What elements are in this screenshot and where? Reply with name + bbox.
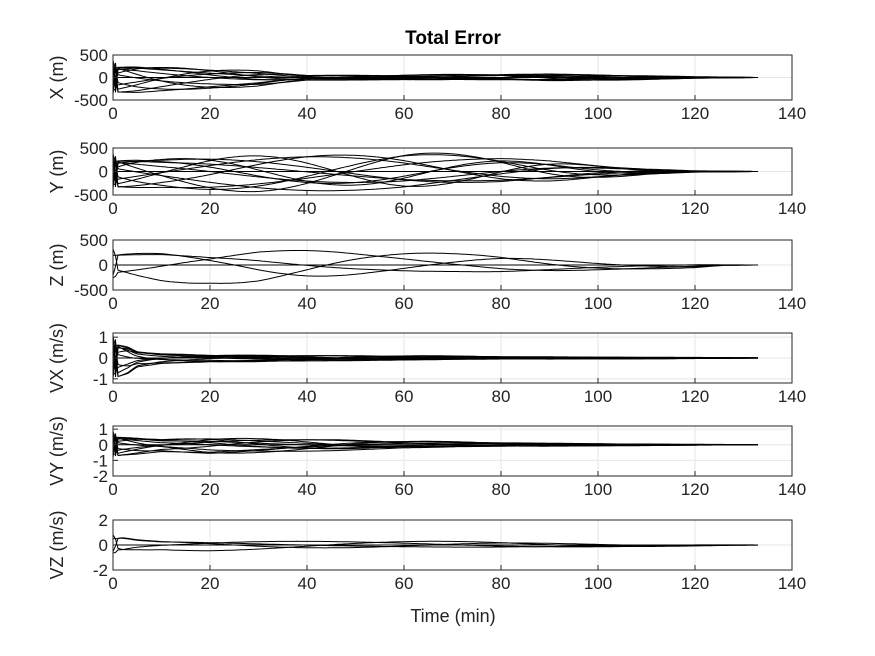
x-tick-label: 140 — [778, 387, 806, 406]
x-tick-label: 40 — [298, 480, 317, 499]
y-tick-label: -500 — [74, 186, 108, 205]
x-tick-label: 40 — [298, 104, 317, 123]
x-tick-label: 0 — [108, 294, 117, 313]
x-axis-label: Time (min) — [410, 606, 495, 626]
y-tick-label: -1 — [93, 451, 108, 470]
x-tick-label: 20 — [201, 574, 220, 593]
x-tick-label: 120 — [681, 104, 709, 123]
x-tick-label: 100 — [584, 480, 612, 499]
axis-box — [112, 425, 793, 477]
y-tick-label: 0 — [99, 536, 108, 555]
x-tick-label: 0 — [108, 480, 117, 499]
x-tick-label: 0 — [108, 199, 117, 218]
x-tick-label: 60 — [395, 387, 414, 406]
x-tick-label: 80 — [492, 294, 511, 313]
y-axis-label: Y (m) — [47, 150, 67, 194]
x-tick-label: 120 — [681, 387, 709, 406]
x-tick-label: 140 — [778, 480, 806, 499]
series-trace-2 — [112, 250, 758, 279]
y-axis-label: Z (m) — [47, 244, 67, 287]
x-tick-label: 100 — [584, 294, 612, 313]
chart-title: Total Error — [405, 28, 501, 49]
x-tick-label: 100 — [584, 574, 612, 593]
x-tick-label: 100 — [584, 387, 612, 406]
x-tick-label: 60 — [395, 574, 414, 593]
x-tick-label: 120 — [681, 574, 709, 593]
series-trace-3 — [112, 534, 759, 552]
x-tick-label: 20 — [201, 199, 220, 218]
y-tick-label: 2 — [99, 511, 108, 530]
x-tick-label: 20 — [201, 294, 220, 313]
y-tick-label: 0 — [99, 163, 108, 182]
y-tick-label: 0 — [99, 256, 108, 275]
x-tick-label: 100 — [584, 199, 612, 218]
x-tick-label: 140 — [778, 294, 806, 313]
x-tick-label: 0 — [108, 104, 117, 123]
series-trace-3 — [112, 248, 758, 284]
x-tick-label: 120 — [681, 480, 709, 499]
series-trace-4 — [112, 252, 758, 277]
x-tick-label: 80 — [492, 387, 511, 406]
y-tick-label: 0 — [99, 349, 108, 368]
x-tick-label: 0 — [108, 574, 117, 593]
series-trace-12 — [112, 68, 758, 88]
y-tick-label: -2 — [93, 561, 108, 580]
y-tick-label: 500 — [80, 231, 108, 250]
y-axis-label: VZ (m/s) — [47, 511, 67, 580]
x-tick-label: 80 — [492, 574, 511, 593]
y-tick-label: 500 — [80, 139, 108, 158]
y-axis-label: VX (m/s) — [47, 323, 67, 393]
x-tick-label: 120 — [681, 199, 709, 218]
series-trace-6 — [112, 158, 758, 192]
y-tick-label: -1 — [93, 370, 108, 389]
y-tick-label: 500 — [80, 46, 108, 65]
series-trace-12 — [112, 162, 758, 183]
x-tick-label: 60 — [395, 480, 414, 499]
series-trace-10 — [112, 158, 758, 186]
series-trace-9 — [112, 152, 758, 193]
x-tick-label: 140 — [778, 199, 806, 218]
x-tick-label: 80 — [492, 104, 511, 123]
y-tick-label: 0 — [99, 436, 108, 455]
x-tick-label: 140 — [778, 104, 806, 123]
series-trace-9 — [112, 59, 758, 93]
x-tick-label: 0 — [108, 387, 117, 406]
x-tick-label: 120 — [681, 294, 709, 313]
x-tick-label: 60 — [395, 104, 414, 123]
y-tick-label: -500 — [74, 281, 108, 300]
y-tick-label: 1 — [99, 328, 108, 347]
x-tick-label: 140 — [778, 574, 806, 593]
x-tick-label: 40 — [298, 199, 317, 218]
series-trace-1 — [112, 254, 758, 273]
y-axis-label: VY (m/s) — [47, 416, 67, 486]
x-tick-label: 20 — [201, 387, 220, 406]
x-tick-label: 40 — [298, 294, 317, 313]
y-axis-label: X (m) — [47, 56, 67, 100]
y-tick-label: -500 — [74, 91, 108, 110]
x-tick-label: 80 — [492, 480, 511, 499]
x-tick-label: 20 — [201, 480, 220, 499]
x-tick-label: 80 — [492, 199, 511, 218]
x-tick-label: 60 — [395, 294, 414, 313]
x-tick-label: 100 — [584, 104, 612, 123]
y-tick-label: 1 — [99, 420, 108, 439]
x-tick-label: 40 — [298, 387, 317, 406]
y-tick-label: -2 — [93, 467, 108, 486]
y-tick-label: 0 — [99, 69, 108, 88]
x-tick-label: 60 — [395, 199, 414, 218]
x-tick-label: 40 — [298, 574, 317, 593]
x-tick-label: 20 — [201, 104, 220, 123]
